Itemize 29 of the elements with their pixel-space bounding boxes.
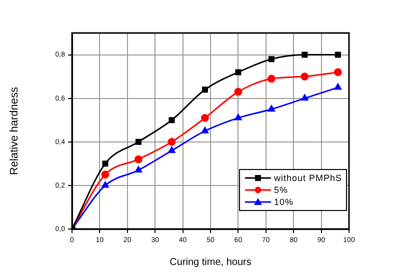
point [102, 160, 108, 167]
point [334, 68, 342, 76]
point [334, 52, 341, 58]
point [102, 181, 109, 188]
point [202, 86, 208, 93]
legend-label: 5% [274, 185, 288, 195]
point [300, 72, 309, 81]
x-axis-title: Curing time, hours [170, 256, 252, 268]
point [135, 138, 142, 145]
point [301, 94, 308, 101]
point [334, 83, 342, 90]
point [201, 127, 208, 134]
point [134, 166, 142, 173]
point [234, 114, 242, 120]
point [234, 88, 242, 96]
point [168, 138, 176, 146]
point [134, 155, 142, 164]
legend-label: without PMPhS [274, 173, 342, 183]
legend-label: 10% [274, 197, 294, 207]
point [235, 69, 242, 76]
point [268, 56, 274, 62]
point [302, 52, 308, 58]
point [201, 114, 209, 122]
point [168, 146, 176, 153]
point [168, 117, 175, 124]
point [268, 105, 275, 112]
point [101, 170, 110, 179]
y-axis-title: Relative hardness [8, 86, 21, 176]
point [267, 74, 276, 83]
